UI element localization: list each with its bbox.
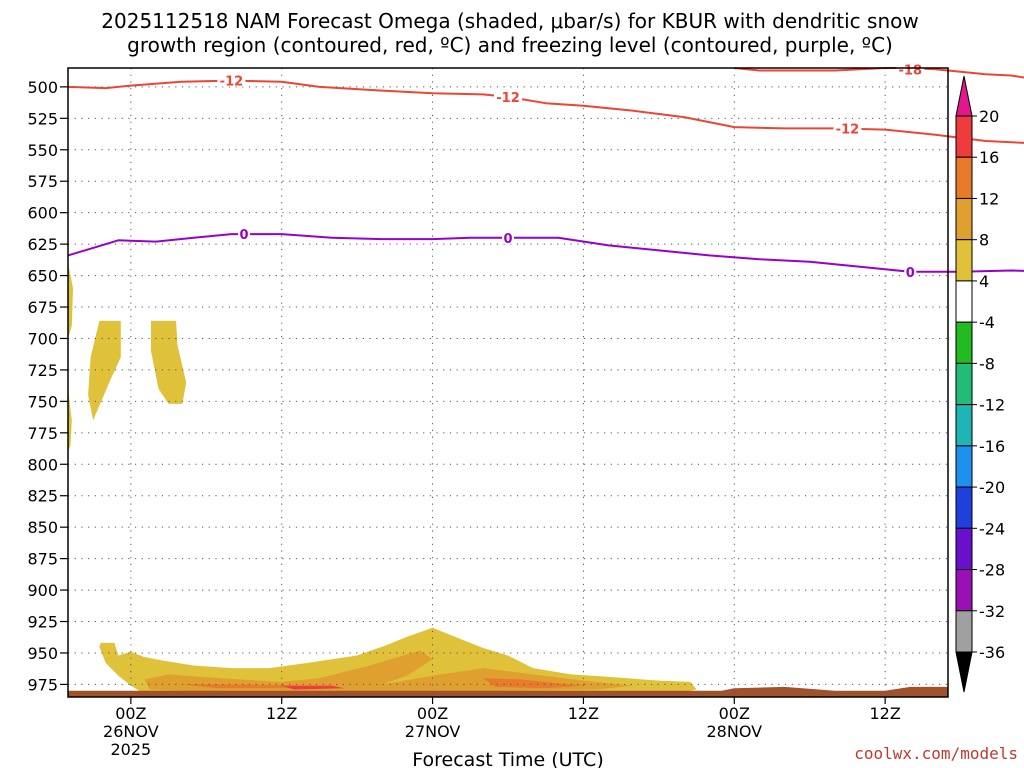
colorbar-label-5: -4 (979, 313, 995, 332)
colorbar-label-11: -28 (979, 561, 1005, 580)
colorbar-label-8: -16 (979, 437, 1005, 456)
colorbar-label-12: -32 (979, 602, 1005, 621)
y-tick-label-775: 775 (27, 424, 58, 443)
colorbar-bottom-arrow (955, 651, 973, 693)
contour-label-2-1: 0 (503, 232, 512, 247)
contour-label-0-0: -12 (220, 75, 244, 90)
x-tick-label-3-0: 12Z (568, 704, 599, 723)
omega-shading (68, 263, 697, 695)
x-tick-label-4-0: 00Z (719, 704, 750, 723)
y-tick-label-500: 500 (27, 78, 58, 97)
omega-region-0 (68, 263, 73, 339)
y-tick-label-625: 625 (27, 235, 58, 254)
plot-frame (67, 67, 949, 698)
y-tick-label-975: 975 (27, 675, 58, 694)
colorbar: 20 16 12 8 4 -4 -8 -12 -16 -20 -24 -28 -32 -36 (955, 75, 1005, 693)
colorbar-bin-2 (955, 197, 973, 241)
x-tick-label-5-0: 12Z (869, 704, 900, 723)
contour-label-bg-0-2 (833, 120, 862, 135)
colorbar-bin-7 (955, 404, 973, 447)
colorbar-bin-1 (955, 156, 973, 199)
x-tick-label-2-0: 00Z (417, 704, 448, 723)
colorbar-label-0: 20 (979, 107, 999, 126)
chart-title-line1: 2025112518 NAM Forecast Omega (shaded, μ… (101, 9, 918, 33)
y-tick-label-525: 525 (27, 109, 58, 128)
colorbar-label-1: 16 (979, 148, 999, 167)
x-axis-title: Forecast Time (UTC) (412, 749, 603, 768)
contour-label-1-0: -18 (899, 63, 923, 78)
omega-region-3 (151, 320, 187, 404)
colorbar-label-7: -12 (979, 396, 1005, 415)
colorbar-bin-12 (955, 610, 973, 653)
grid (68, 68, 948, 697)
colorbar-label-9: -20 (979, 478, 1005, 497)
colorbar-bin-9 (955, 486, 973, 529)
colorbar-bin-11 (955, 569, 973, 612)
colorbar-label-10: -24 (979, 519, 1005, 538)
y-tick-label-875: 875 (27, 550, 58, 569)
y-tick-label-675: 675 (27, 298, 58, 317)
contour-label-bg-0-0 (217, 72, 246, 87)
y-tick-label-750: 750 (27, 392, 58, 411)
y-tick-label-725: 725 (27, 361, 58, 380)
x-tick-label-0-1: 26NOV (103, 722, 159, 741)
y-tick-label-925: 925 (27, 613, 58, 632)
colorbar-bin-4 (955, 280, 973, 323)
y-tick-label-650: 650 (27, 267, 58, 286)
x-tick-label-1-0: 12Z (266, 704, 297, 723)
terrain-fill (68, 686, 948, 697)
y-axis: 500 525 550 575 600 625 650 675 700 725 750 775 800 8… (27, 78, 68, 694)
contour-label-0-2: -12 (836, 122, 860, 137)
contour-label-bg-2-1 (502, 229, 514, 244)
contour-line-1 (734, 67, 1024, 79)
y-tick-label-950: 950 (27, 644, 58, 663)
x-tick-label-2-1: 27NOV (405, 722, 461, 741)
terrain (68, 686, 948, 697)
y-tick-label-850: 850 (27, 518, 58, 537)
omega-region-8 (281, 685, 345, 690)
contour-label-bg-0-1 (494, 88, 522, 103)
colorbar-bin-6 (955, 362, 973, 406)
colorbar-top-arrow (955, 75, 973, 117)
colorbar-label-4: 4 (979, 272, 989, 291)
y-tick-label-800: 800 (27, 455, 58, 474)
contour-label-bg-2-0 (238, 226, 250, 241)
contours: -12 -12 -12 -18 0 0 0 (67, 61, 1024, 281)
y-tick-label-550: 550 (27, 141, 58, 160)
contour-label-0-1: -12 (496, 91, 520, 106)
contour-line-0 (67, 79, 1024, 144)
omega-region-7 (482, 678, 584, 689)
colorbar-label-3: 8 (979, 231, 989, 250)
colorbar-label-2: 12 (979, 189, 999, 208)
colorbar-bin-3 (955, 239, 973, 282)
contour-line-2 (67, 233, 1024, 273)
colorbar-bin-8 (955, 445, 973, 488)
omega-region-1 (68, 388, 72, 452)
colorbar-bin-10 (955, 527, 973, 571)
y-tick-label-900: 900 (27, 581, 58, 600)
y-tick-label-700: 700 (27, 329, 58, 348)
colorbar-bin-0 (955, 115, 973, 158)
colorbar-label-6: -8 (979, 354, 995, 373)
colorbar-label-13: -36 (979, 643, 1005, 662)
y-tick-label-575: 575 (27, 172, 58, 191)
x-tick-label-0-2: 2025 (110, 740, 151, 759)
x-tick-label-0-0: 00Z (115, 704, 146, 723)
y-tick-label-600: 600 (27, 204, 58, 223)
colorbar-bin-5 (955, 321, 973, 364)
credit-text: coolwx.com/models (854, 744, 1018, 763)
y-tick-label-825: 825 (27, 487, 58, 506)
contour-label-bg-2-2 (904, 263, 917, 278)
x-tick-label-4-1: 28NOV (706, 722, 762, 741)
contour-label-2-2: 0 (906, 266, 915, 281)
contour-label-2-0: 0 (239, 228, 248, 243)
omega-region-2 (88, 320, 121, 421)
chart-title-line2: growth region (contoured, red, ºC) and f… (127, 33, 893, 57)
